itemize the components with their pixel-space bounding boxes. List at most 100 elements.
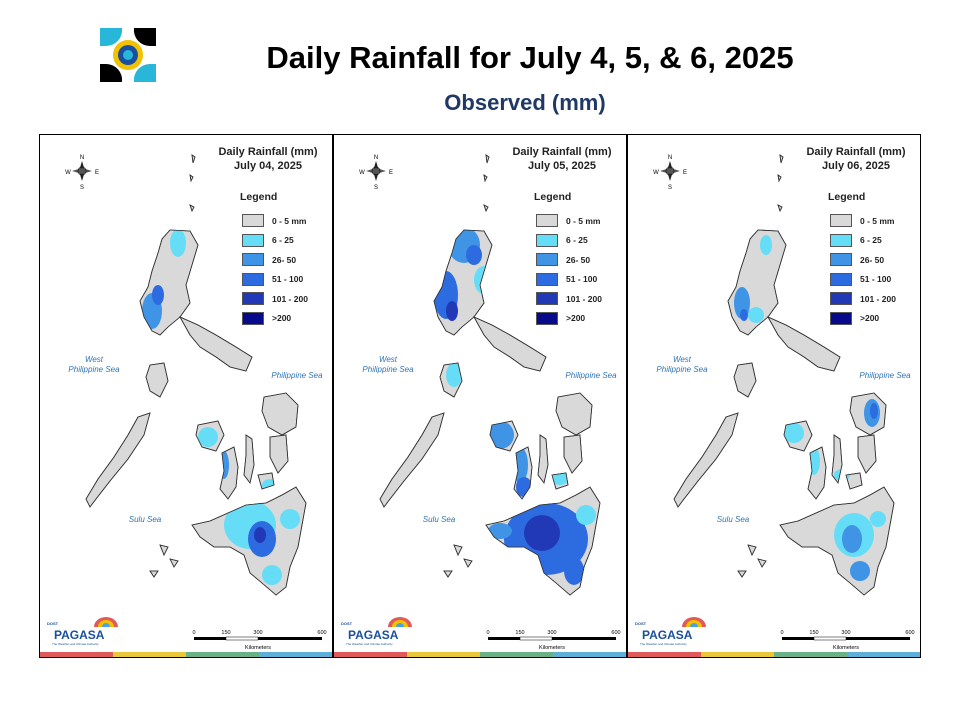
island-outline [727,229,787,336]
legend-label: 6 - 25 [566,235,588,246]
svg-text:The Weather and Climate Author: The Weather and Climate Authority [640,642,687,646]
legend-row: 0 - 5 mm [242,211,308,231]
island-sulu [443,544,473,578]
map-title: Daily Rainfall (mm) July 06, 2025 [806,146,906,172]
rainfall-zone [198,427,218,447]
legend-row: 101 - 200 [830,289,896,309]
legend-label: 6 - 25 [272,235,294,246]
legend-swatch [830,214,852,228]
island-palawan [85,412,151,508]
island-outline [433,229,493,336]
sea-label-sulu: Sulu Sea [716,515,750,524]
legend-row: 26- 50 [242,250,308,270]
rainfall-zone [850,561,870,581]
rainfall-zone [446,301,458,321]
island-leyte [563,434,583,474]
pagasa-logo: DOST PAGASA The Weather and Climate Author… [634,613,714,649]
island-batanes [777,154,784,213]
island-batanes [189,154,196,213]
island-outline [563,434,583,474]
svg-text:0: 0 [486,630,489,636]
rainfall-zone [740,309,748,321]
legend-row: 0 - 5 mm [536,211,602,231]
svg-text:300: 300 [547,630,556,636]
brand-stripe [40,652,332,657]
sea-label-philippine: Philippine Sea [271,371,323,380]
island-outline [673,412,739,508]
svg-text:600: 600 [905,630,914,636]
rainfall-zone [280,509,300,529]
brand-stripe [628,652,920,657]
legend-label: 101 - 200 [272,293,308,304]
pagasa-logo: DOST PAGASA The Weather and Climate Author… [46,613,126,649]
legend-label: 51 - 100 [566,274,598,285]
legend-row: >200 [830,309,896,329]
svg-text:150: 150 [221,630,230,636]
rainfall-zone [446,363,462,387]
sea-label-west-philippine: West Philippine Sea [656,355,708,374]
island-outline [483,154,490,213]
rainfall-zone [784,423,804,443]
legend-swatch [830,272,852,286]
svg-text:600: 600 [611,630,620,636]
legend-swatch [830,233,852,247]
island-outline [857,434,877,474]
svg-text:150: 150 [515,630,524,636]
legend-swatch [536,233,558,247]
legend-label: 6 - 25 [860,235,882,246]
scale-bar: 0 150 300 600 Kilometers [188,627,332,657]
legend-label: 51 - 100 [860,274,892,285]
scale-bar: 0 150 300 600 Kilometers [482,627,626,657]
legend-label: >200 [272,313,292,324]
svg-text:Kilometers: Kilometers [245,645,271,651]
legend-label: 26- 50 [566,254,591,265]
rainfall-overlay [734,235,886,581]
rainfall-map-july-06: N S W E Daily Rainfall (mm) July 06, 2025 Lege… [627,134,921,658]
svg-text:600: 600 [317,630,326,636]
svg-text:PAGASA: PAGASA [54,628,105,642]
legend-swatch [242,311,264,325]
compass-letter: E [683,170,687,176]
rainfall-zone [254,527,266,543]
rainfall-zone [466,245,482,265]
compass-rose-icon [72,161,92,181]
legend-row: 51 - 100 [536,270,602,290]
svg-text:150: 150 [809,630,818,636]
svg-text:PAGASA: PAGASA [348,628,399,642]
rainfall-zone [152,285,164,305]
legend-swatch [242,253,264,267]
island-outline [733,362,757,398]
island-outline [551,472,569,490]
island-outline [555,392,593,436]
dost-seal-logo [96,24,160,86]
map-title: Daily Rainfall (mm) July 04, 2025 [218,146,318,172]
compass-letter: W [653,170,659,176]
rainfall-zone [524,515,560,551]
legend-row: 6 - 25 [242,231,308,251]
legend-swatch [536,272,558,286]
legend: 0 - 5 mm 6 - 25 26- 50 51 - 100 101 - 200 >20… [830,211,896,328]
compass-letter: W [359,170,365,176]
legend-swatch [536,214,558,228]
svg-text:PAGASA: PAGASA [642,628,693,642]
legend-swatch [242,233,264,247]
legend-label: >200 [566,313,586,324]
island-outline [537,434,549,484]
island-outline [831,434,843,484]
compass-letter: N [668,155,672,161]
island-outline [473,316,547,372]
island-outline [85,412,151,508]
island-outline [849,392,887,436]
legend-label: 26- 50 [860,254,885,265]
compass-letter: E [95,170,99,176]
island-outline [269,434,289,474]
legend-label: 0 - 5 mm [566,215,601,226]
rainfall-zone [488,523,512,539]
sea-label-west-philippine: West Philippine Sea [362,355,414,374]
rainfall-map-july-04: N S W E Daily Rainfall (mm) July 04, 2025 Lege… [39,134,333,658]
legend-swatch [536,253,558,267]
island-sulu [149,544,179,578]
legend-row: 51 - 100 [242,270,308,290]
page-subtitle: Observed (mm) [444,90,606,115]
legend-swatch [536,292,558,306]
